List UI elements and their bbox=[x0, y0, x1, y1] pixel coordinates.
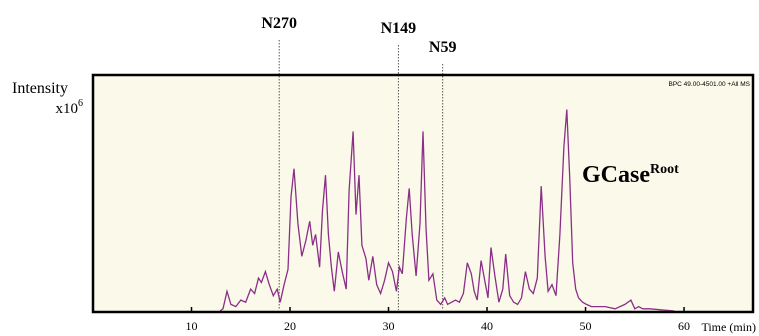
header-note: BPC 49.00-4501.00 +All MS bbox=[669, 81, 751, 88]
x-tick-label: 60 bbox=[678, 319, 690, 333]
x-tick-label: 30 bbox=[383, 319, 395, 333]
marker-label-n149: N149 bbox=[381, 20, 417, 37]
y-axis-unit-exponent: 6 bbox=[78, 98, 83, 109]
plot-area bbox=[93, 75, 753, 312]
marker-label-n270: N270 bbox=[261, 15, 297, 32]
x-tick-label: 50 bbox=[580, 319, 592, 333]
sample-label-superscript: Root bbox=[650, 162, 679, 177]
x-tick-label: 10 bbox=[186, 319, 198, 333]
peak-markers: N270 N149 N59 bbox=[261, 15, 456, 310]
chromatogram-trace bbox=[219, 109, 675, 312]
sample-label: GCaseRoot bbox=[582, 162, 679, 188]
x-axis-ticks: 10 20 30 40 50 60 bbox=[186, 307, 690, 333]
marker-label-n59: N59 bbox=[429, 39, 457, 56]
x-tick-label: 20 bbox=[284, 319, 296, 333]
x-tick-label: 40 bbox=[481, 319, 493, 333]
y-axis-unit: x106 bbox=[56, 98, 84, 117]
plot-frame bbox=[91, 73, 755, 314]
sample-label-base: GCase bbox=[582, 162, 650, 188]
y-axis-unit-base: x10 bbox=[56, 101, 79, 117]
y-axis-label: Intensity bbox=[12, 80, 68, 97]
x-axis-label: Time (min) bbox=[701, 320, 756, 334]
